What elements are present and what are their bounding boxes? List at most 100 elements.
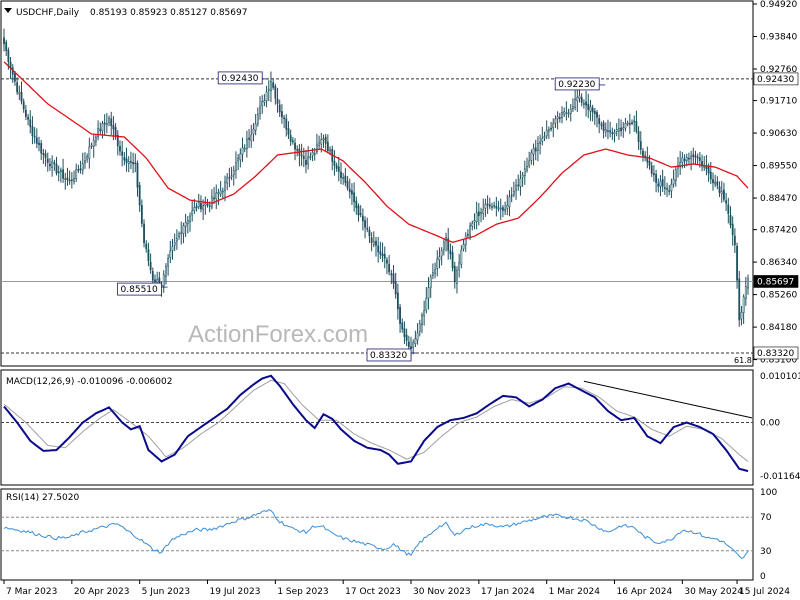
candle-body — [359, 213, 362, 215]
candle-body — [162, 274, 165, 287]
candle-body — [361, 215, 364, 222]
price-axis-label: 0.84180 — [760, 323, 797, 333]
candle-body — [688, 157, 690, 160]
candle-body — [617, 128, 620, 132]
candle-body — [351, 190, 353, 195]
candle-body — [202, 205, 205, 210]
candle-body — [613, 131, 616, 135]
moving-average-line — [3, 61, 749, 243]
candle-body — [296, 149, 299, 151]
date-axis-label: 5 Jun 2023 — [142, 587, 190, 597]
candle-body — [731, 223, 734, 236]
macd-line — [3, 374, 749, 473]
candle-body — [725, 200, 728, 204]
candle-body — [307, 156, 310, 165]
candle-body — [631, 122, 633, 124]
candle-body — [458, 262, 461, 271]
candle-body — [123, 156, 126, 161]
candle-body — [300, 154, 303, 157]
candle-body — [530, 152, 533, 161]
candle-body — [742, 296, 745, 313]
candle-body — [195, 206, 198, 209]
candle-body — [313, 152, 316, 155]
candle-body — [504, 208, 507, 212]
candle-body — [598, 118, 601, 124]
candle-body — [488, 204, 491, 207]
price-axis-label: 0.91710 — [760, 97, 797, 107]
candle-body — [101, 123, 104, 132]
candle-body — [132, 162, 135, 165]
candle-body — [73, 178, 75, 182]
candle-body — [184, 221, 187, 227]
date-axis-label: 20 Apr 2023 — [74, 587, 130, 597]
candle-body — [206, 203, 209, 206]
candle-body — [550, 127, 552, 130]
candle-body — [572, 106, 574, 109]
candle-body — [696, 156, 699, 159]
main-price-layer: 0.92430 0.92230 0.85510 0.83320 — [1, 28, 753, 362]
candle-body — [442, 241, 445, 250]
candle-body — [714, 181, 717, 185]
candle-body — [370, 237, 373, 243]
candle-body — [480, 212, 482, 215]
annotation-box — [554, 77, 600, 91]
candle-body — [716, 181, 719, 186]
candle-body — [305, 159, 307, 166]
candle-body — [62, 169, 64, 179]
candle-body — [79, 168, 82, 171]
candle-body — [622, 127, 625, 130]
price-axis-label: 0.93840 — [760, 32, 797, 42]
candle-body — [274, 86, 277, 99]
candle-body — [375, 240, 377, 246]
price-axis-label: 0.85260 — [760, 291, 797, 301]
candle-body — [210, 196, 213, 208]
candle-body — [3, 37, 5, 45]
candle-body — [256, 114, 259, 124]
candle-body — [265, 91, 268, 101]
candle-body — [75, 169, 78, 180]
candle-body — [434, 269, 436, 274]
candle-body — [55, 163, 58, 174]
candle-body — [252, 128, 255, 135]
candle-body — [491, 206, 493, 208]
candle-body — [561, 112, 563, 118]
candle-body — [438, 256, 441, 261]
candle-body — [648, 161, 651, 166]
candle-body — [537, 143, 539, 151]
candle-body — [38, 142, 40, 146]
candle-body — [114, 127, 117, 137]
candle-body — [125, 158, 128, 163]
candle-body — [604, 129, 607, 133]
candle-body — [116, 134, 119, 147]
candle-body — [243, 147, 246, 150]
candle-body — [105, 123, 108, 126]
candle-body — [287, 128, 290, 135]
price-flag-0.85697 — [753, 275, 799, 288]
candle-body — [672, 178, 675, 185]
candle-body — [149, 261, 152, 271]
dropdown-arrow-icon[interactable] — [4, 8, 12, 13]
candle-body — [563, 111, 566, 115]
candle-body — [523, 168, 526, 176]
candle-body — [460, 249, 463, 265]
candle-body — [720, 191, 723, 195]
candle-body — [493, 204, 496, 207]
candle-body — [418, 323, 421, 332]
candle-body — [410, 346, 412, 349]
candle-body — [77, 169, 80, 171]
candle-body — [197, 201, 200, 208]
candle-body — [499, 207, 502, 210]
candle-body — [121, 151, 124, 156]
price-axis-label: 0.92760 — [760, 65, 797, 75]
candle-body — [90, 144, 93, 147]
candle-body — [29, 119, 32, 128]
candle-body — [517, 184, 520, 187]
candle-body — [388, 263, 391, 273]
price-axis-label: 0.83100 — [760, 356, 797, 366]
rsi-title: RSI(14) 27.5020 — [6, 493, 79, 503]
candle-body — [127, 161, 130, 164]
candle-body — [510, 194, 513, 197]
price-axis-label: 0.90630 — [760, 129, 797, 139]
candle-body — [230, 175, 233, 178]
rsi-axis-label: 70 — [760, 513, 772, 523]
